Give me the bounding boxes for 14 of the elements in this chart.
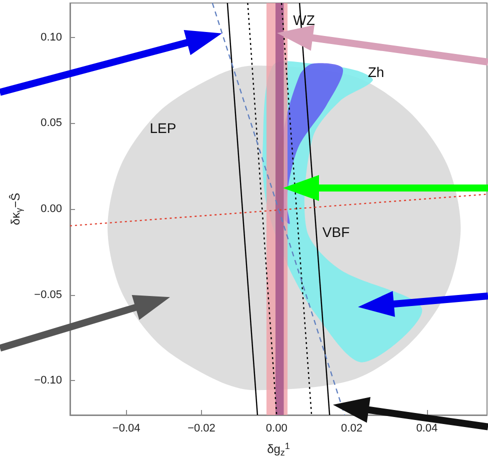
y-tick-label: 0.05 (40, 117, 62, 130)
x-tick-label: −0.02 (188, 422, 216, 434)
y-tick-label: 0.00 (40, 203, 62, 215)
x-tick-label: −0.04 (112, 422, 140, 434)
x-tick-label: 0.00 (266, 422, 288, 434)
y-tick-label: −0.05 (34, 288, 62, 301)
y-axis-title: δκγ−Ŝ (8, 192, 24, 226)
x-tick-label: 0.04 (416, 422, 438, 434)
series-label: Zh (368, 64, 384, 80)
annotation: VBF (322, 224, 350, 240)
y-tick-label: 0.10 (40, 31, 62, 44)
x-tick-label: 0.02 (341, 422, 362, 434)
series-label: LEP (150, 120, 176, 136)
y-tick-label: −0.10 (34, 374, 62, 387)
